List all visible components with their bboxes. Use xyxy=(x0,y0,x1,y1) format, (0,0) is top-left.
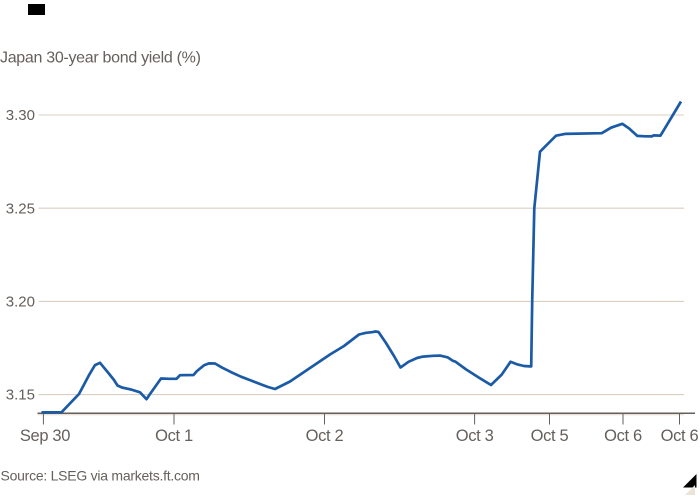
svg-text:Japan 30-year bond yield (%): Japan 30-year bond yield (%) xyxy=(0,50,201,67)
svg-text:Oct 1: Oct 1 xyxy=(155,427,193,445)
svg-text:3.25: 3.25 xyxy=(6,200,35,217)
svg-text:Oct 2: Oct 2 xyxy=(306,427,344,445)
svg-text:3.15: 3.15 xyxy=(6,387,35,404)
svg-text:Sep 30: Sep 30 xyxy=(20,427,70,445)
svg-text:3.30: 3.30 xyxy=(6,107,35,124)
svg-text:Oct 6: Oct 6 xyxy=(661,427,699,445)
svg-text:3.20: 3.20 xyxy=(6,294,35,311)
svg-text:Oct 6: Oct 6 xyxy=(604,427,642,445)
svg-text:Oct 5: Oct 5 xyxy=(531,427,569,445)
svg-text:Oct 3: Oct 3 xyxy=(456,427,494,445)
svg-text:Source: LSEG via markets.ft.co: Source: LSEG via markets.ft.com xyxy=(1,468,200,484)
